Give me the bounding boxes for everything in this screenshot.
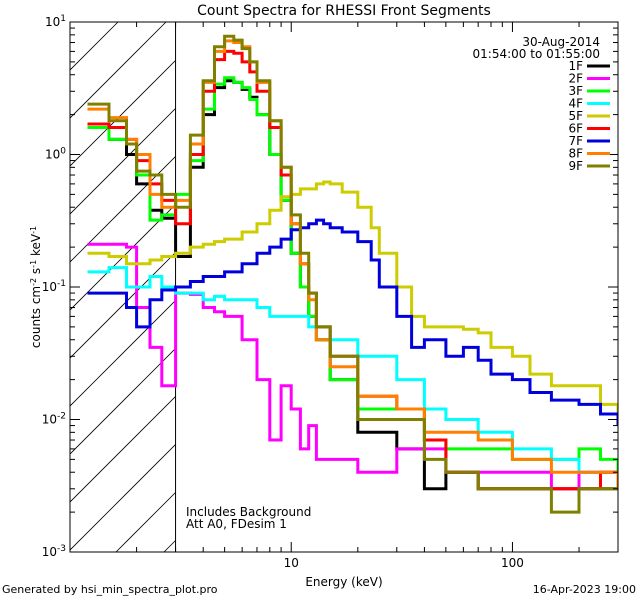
legend: 30-Aug-2014 01:54:00 to 01:55:00 1F2F3F4… (473, 35, 610, 173)
footer-generator: Generated by hsi_min_spectra_plot.pro (2, 583, 218, 596)
y-axis-label-part: s (29, 268, 43, 278)
legend-label-3F: 3F (568, 84, 583, 98)
y-tick-label: 101 (45, 14, 66, 29)
legend-label-9F: 9F (568, 159, 583, 173)
y-axis-label-exp: -1 (29, 260, 38, 268)
series-lines (87, 34, 618, 514)
legend-label-2F: 2F (568, 72, 583, 86)
series-line-9F (87, 34, 618, 514)
y-axis-label-part: keV (29, 233, 43, 260)
series-line-3F (87, 76, 618, 473)
y-axis-label-exp: -1 (29, 226, 38, 234)
y-tick-label: 100 (45, 147, 66, 162)
legend-date: 30-Aug-2014 (522, 35, 600, 49)
series-line-7F (87, 218, 618, 426)
y-tick-label: 10-2 (42, 412, 66, 427)
series-line-4F (87, 266, 618, 489)
chart-title: Count Spectra for RHESSI Front Segments (197, 3, 491, 19)
y-axis-label: counts cm-2 s-1 keV-1 (29, 226, 43, 348)
y-axis-label-exp: -2 (29, 278, 38, 286)
y-axis-label-part: counts cm (29, 286, 43, 348)
y-tick-label: 10-3 (42, 544, 66, 559)
x-tick-label: 10 (284, 556, 299, 570)
legend-label-4F: 4F (568, 97, 583, 111)
annotation-attenuator: Att A0, FDesim 1 (186, 517, 287, 531)
legend-label-1F: 1F (568, 59, 583, 73)
y-tick-label: 10-1 (42, 279, 66, 294)
legend-label-8F: 8F (568, 147, 583, 161)
annotation-background: Includes Background (186, 505, 311, 519)
legend-time-range: 01:54:00 to 01:55:00 (473, 47, 600, 61)
x-tick-label: 100 (501, 556, 524, 570)
legend-label-6F: 6F (568, 122, 583, 136)
footer-timestamp: 16-Apr-2023 19:00 (532, 583, 636, 596)
hatch-line (70, 22, 215, 167)
hatch-line (70, 22, 167, 119)
annotations: Includes Background Att A0, FDesim 1 (186, 505, 311, 531)
axis-ticks: 10 100 10-3 10-2 10-1 100 101 (42, 14, 619, 570)
legend-label-7F: 7F (568, 134, 583, 148)
series-line-5F (87, 180, 618, 420)
x-axis-label: Energy (keV) (305, 575, 382, 589)
hatch-line (70, 22, 263, 215)
legend-label-5F: 5F (568, 109, 583, 123)
